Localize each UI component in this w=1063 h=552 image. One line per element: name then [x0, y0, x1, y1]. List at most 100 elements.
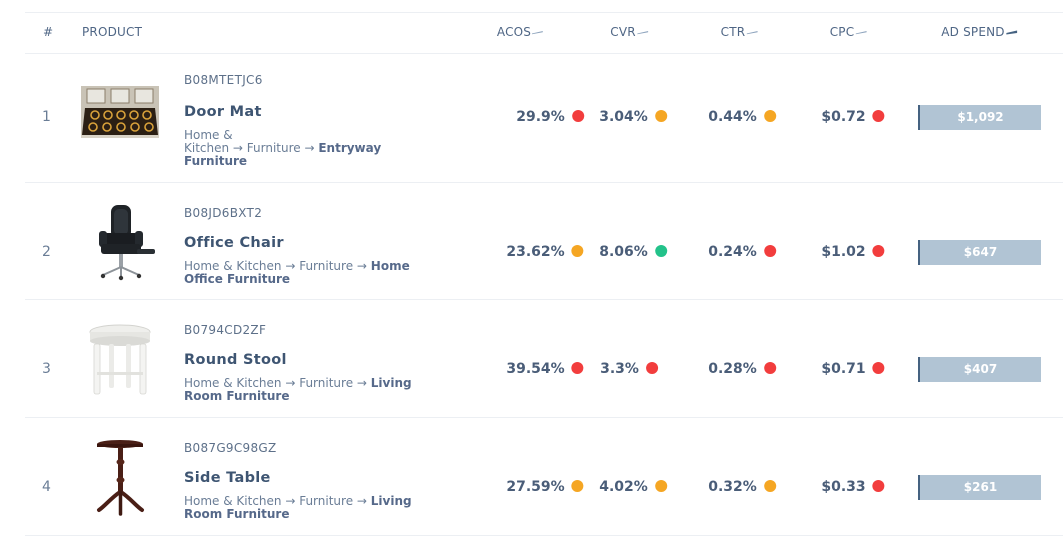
category-path-part: Home &: [184, 128, 233, 142]
column-ad-spend-label: AD SPEND: [941, 25, 1005, 39]
status-dot: [763, 110, 776, 122]
table-row[interactable]: 2 B08JD6BXT2 Office Chair Home & Kitchen…: [25, 183, 1063, 300]
ctr-text: 0.28%: [708, 361, 757, 377]
category-path-part: Home & Kitchen → Furniture →: [184, 259, 371, 273]
category-path-leaf: Office Furniture: [184, 272, 291, 286]
product-asin: B0794CD2ZF: [184, 323, 267, 337]
status-dot: [645, 362, 658, 374]
cpc-value: $0.33: [821, 479, 885, 495]
column-cpc-label: CPC: [829, 25, 855, 39]
status-dot: [763, 245, 776, 257]
door-mat-icon: [81, 76, 159, 160]
column-acos-label: ACOS: [496, 25, 532, 39]
table-row[interactable]: 4 B087G9C98GZ Side Table Home & Kitchen …: [25, 418, 1063, 536]
cvr-text: 8.06%: [599, 244, 648, 260]
column-ad-spend[interactable]: AD SPEND: [941, 25, 1017, 39]
product-name[interactable]: Office Chair: [184, 235, 284, 251]
ctr-value: 0.44%: [708, 109, 776, 125]
acos-text: 39.54%: [506, 361, 565, 377]
category-path-leaf: Living: [370, 494, 412, 508]
column-cvr[interactable]: CVR: [610, 25, 648, 39]
column-cpc[interactable]: CPC: [830, 25, 867, 39]
cvr-value: 3.3%: [600, 361, 658, 377]
status-dot: [571, 110, 584, 122]
status-dot: [872, 480, 885, 492]
cvr-value: 3.04%: [599, 109, 667, 125]
category-path-leaf: Home: [370, 259, 410, 273]
status-dot: [654, 480, 667, 492]
acos-text: 29.9%: [516, 109, 565, 125]
table-row[interactable]: 3 B0794CD2ZF Round Stool Home & Kitchen …: [25, 300, 1063, 418]
ad-spend-bar: $407: [918, 357, 1041, 382]
product-asin: B087G9C98GZ: [184, 441, 277, 455]
cpc-text: $1.02: [821, 244, 866, 260]
sort-icon: [746, 31, 758, 35]
ctr-value: 0.28%: [708, 361, 776, 377]
ctr-text: 0.32%: [708, 479, 757, 495]
cpc-text: $0.72: [821, 109, 866, 125]
acos-value: 29.9%: [516, 109, 584, 125]
status-dot: [763, 362, 776, 374]
category-path: Home & Kitchen → Furniture → Living Room…: [184, 495, 412, 521]
ad-spend-bar: $261: [918, 475, 1041, 500]
category-path: Home & Kitchen → Furniture → Entryway Fu…: [184, 129, 381, 168]
status-dot: [872, 245, 885, 257]
status-dot: [654, 245, 667, 257]
cvr-text: 3.3%: [600, 361, 639, 377]
ctr-value: 0.24%: [708, 244, 776, 260]
category-path-part: Home & Kitchen → Furniture →: [184, 376, 371, 390]
column-index: #: [43, 25, 54, 39]
acos-text: 23.62%: [506, 244, 565, 260]
product-name[interactable]: Side Table: [184, 470, 271, 486]
ctr-text: 0.24%: [708, 244, 757, 260]
cpc-value: $0.72: [821, 109, 885, 125]
status-dot: [571, 245, 584, 257]
column-cvr-label: CVR: [610, 25, 636, 39]
category-path-leaf: Living: [370, 376, 412, 390]
status-dot: [571, 362, 584, 374]
cvr-text: 4.02%: [599, 479, 648, 495]
column-acos[interactable]: ACOS: [496, 25, 544, 39]
row-index: 3: [42, 361, 51, 377]
product-asin: B08MTETJC6: [184, 73, 263, 87]
category-path-leaf: Entryway: [318, 141, 382, 155]
cpc-value: $0.71: [821, 361, 885, 377]
column-ctr[interactable]: CTR: [721, 25, 758, 39]
cvr-text: 3.04%: [599, 109, 648, 125]
column-product: PRODUCT: [82, 25, 143, 39]
acos-value: 39.54%: [506, 361, 584, 377]
product-name[interactable]: Door Mat: [184, 104, 262, 120]
column-ctr-label: CTR: [720, 25, 746, 39]
status-dot: [872, 362, 885, 374]
category-path: Home & Kitchen → Furniture → Home Office…: [184, 260, 410, 286]
row-index: 1: [42, 109, 51, 125]
cpc-text: $0.71: [821, 361, 866, 377]
ctr-text: 0.44%: [708, 109, 757, 125]
status-dot: [872, 110, 885, 122]
status-dot: [571, 480, 584, 492]
category-path-part: Kitchen → Furniture →: [184, 141, 319, 155]
cvr-value: 8.06%: [599, 244, 667, 260]
acos-value: 27.59%: [506, 479, 584, 495]
row-index: 4: [42, 479, 51, 495]
round-stool-icon: [81, 320, 159, 404]
ad-spend-bar: $1,092: [918, 105, 1041, 130]
ads-product-table: # PRODUCT ACOS CVR CTR CPC AD SPEND 1 B: [25, 12, 1063, 536]
table-row[interactable]: 1 B08MTETJC6 Door Mat Home & Kitchen → F…: [25, 54, 1063, 183]
category-path-leaf: Furniture: [184, 154, 248, 168]
category-path: Home & Kitchen → Furniture → Living Room…: [184, 377, 412, 403]
sort-desc-icon: [1005, 30, 1017, 35]
office-chair-icon: [81, 201, 159, 285]
cvr-value: 4.02%: [599, 479, 667, 495]
status-dot: [763, 480, 776, 492]
cpc-value: $1.02: [821, 244, 885, 260]
category-path-part: Home & Kitchen → Furniture →: [184, 494, 371, 508]
category-path-leaf: Room Furniture: [184, 389, 290, 403]
cpc-text: $0.33: [821, 479, 866, 495]
category-path-leaf: Room Furniture: [184, 507, 290, 521]
product-name[interactable]: Round Stool: [184, 352, 287, 368]
ctr-value: 0.32%: [708, 479, 776, 495]
acos-value: 23.62%: [506, 244, 584, 260]
row-index: 2: [42, 244, 51, 260]
status-dot: [654, 110, 667, 122]
